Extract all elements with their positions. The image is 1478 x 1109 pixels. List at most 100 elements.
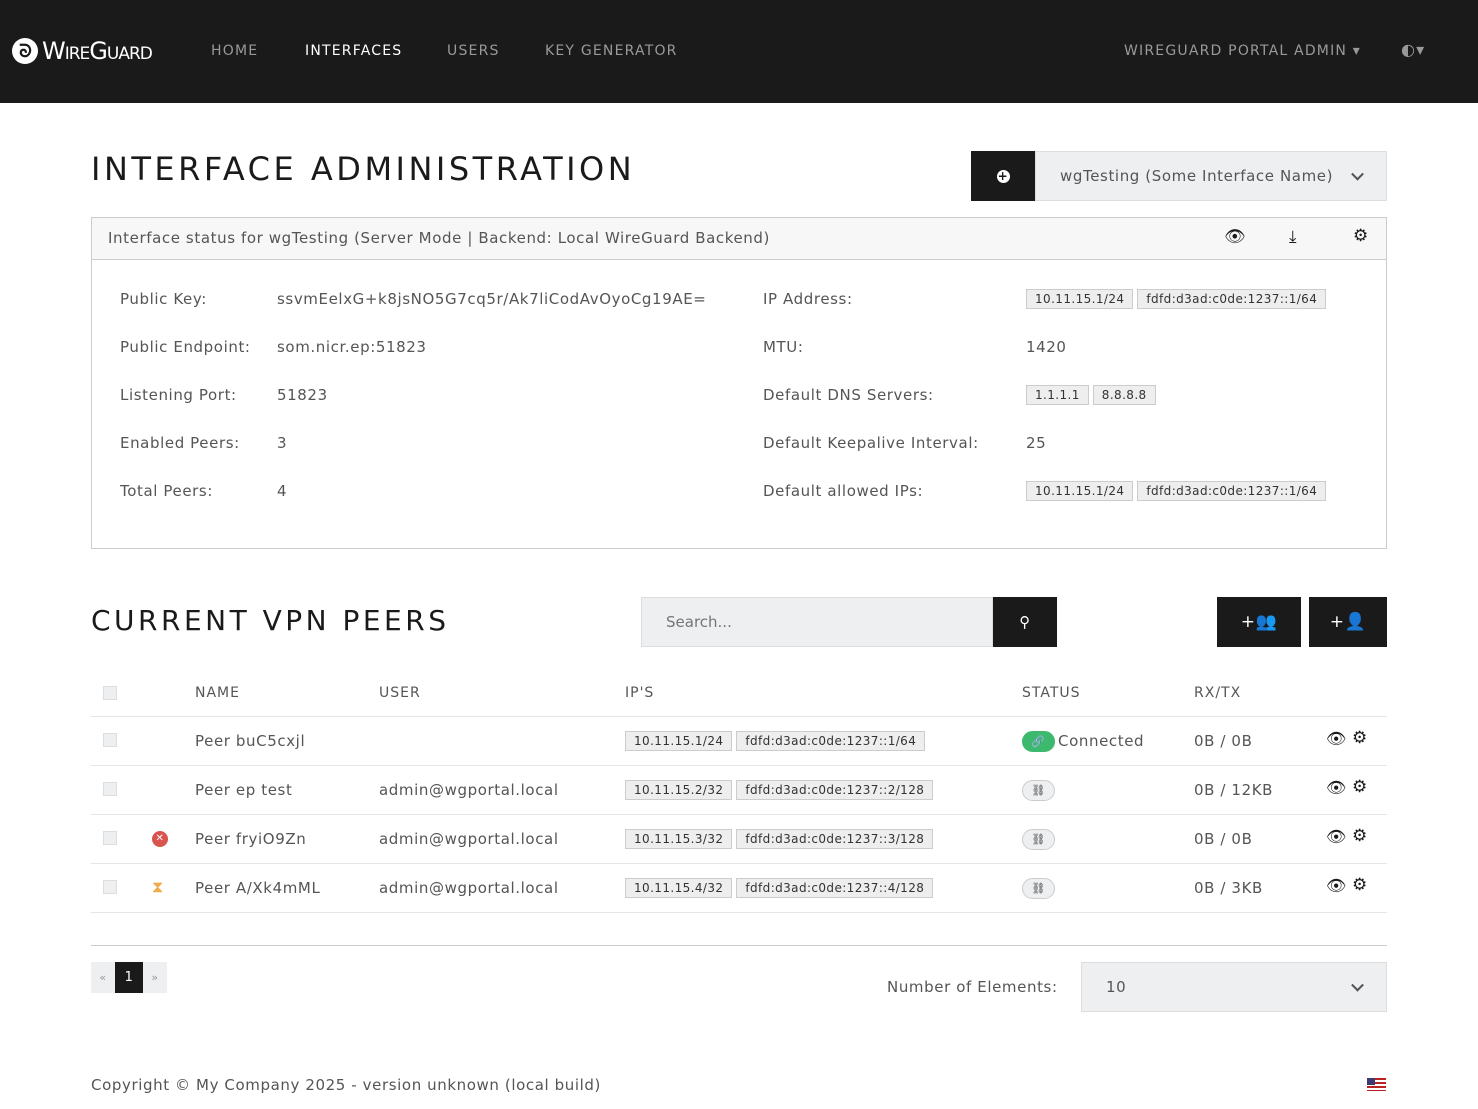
- chevron-down-icon: [1351, 978, 1364, 992]
- search-icon: ⚲: [1019, 613, 1031, 631]
- table-row: Peer ep test admin@wgportal.local 10.11.…: [91, 765, 1387, 814]
- col-user[interactable]: USER: [379, 685, 421, 701]
- unlink-icon: ⛓: [1022, 780, 1055, 801]
- ip-tag: 1.1.1.1: [1026, 385, 1089, 405]
- nav-home[interactable]: HOME: [211, 43, 259, 59]
- page-1[interactable]: 1: [115, 962, 143, 993]
- select-all-checkbox[interactable]: [103, 686, 117, 700]
- status-value: 3: [277, 434, 288, 452]
- elements-count-select[interactable]: 10: [1081, 962, 1387, 1012]
- ip-tag: 8.8.8.8: [1092, 385, 1156, 405]
- plus-circle-icon: +: [996, 168, 1010, 183]
- ip-tag: fdfd:d3ad:c0de:1237::1/64: [1137, 289, 1327, 309]
- status-label: Default Keepalive Interval:: [763, 434, 979, 452]
- col-rxtx[interactable]: RX/TX: [1194, 685, 1242, 701]
- nav-users[interactable]: USERS: [447, 43, 500, 59]
- interface-select[interactable]: wgTesting (Some Interface Name): [1035, 151, 1387, 201]
- peer-rxtx: 0B / 0B: [1194, 830, 1253, 848]
- peer-user: admin@wgportal.local: [379, 781, 559, 799]
- add-interface-button[interactable]: +: [971, 151, 1035, 201]
- eye-icon[interactable]: 👁: [1224, 227, 1247, 247]
- eye-icon[interactable]: 👁: [1326, 729, 1347, 748]
- add-users-icon: +👥: [1240, 612, 1278, 632]
- hourglass-icon: ⧗: [152, 877, 164, 896]
- disabled-icon: ✕: [152, 831, 168, 847]
- status-value: 4: [277, 482, 288, 500]
- gear-icon[interactable]: ⚙: [1352, 875, 1368, 895]
- nav-key-generator[interactable]: KEY GENERATOR: [545, 43, 678, 59]
- interface-status-card: Interface status for wgTesting (Server M…: [91, 217, 1387, 549]
- peer-name: Peer buC5cxjl: [195, 732, 306, 750]
- table-row: ✕ Peer fryiO9Zn admin@wgportal.local 10.…: [91, 814, 1387, 863]
- status-label: Public Key:: [120, 290, 207, 308]
- status-label: Public Endpoint:: [120, 338, 251, 356]
- ip-tag: fdfd:d3ad:c0de:1237::2/128: [736, 780, 934, 800]
- nav-interfaces[interactable]: INTERFACES: [305, 43, 403, 59]
- row-checkbox[interactable]: [103, 782, 117, 796]
- us-flag-icon[interactable]: [1367, 1078, 1386, 1091]
- table-row: Peer buC5cxjl 10.11.15.1/24 fdfd:d3ad:c0d…: [91, 716, 1387, 765]
- gear-icon[interactable]: ⚙: [1352, 728, 1368, 748]
- peer-name: Peer fryiO9Zn: [195, 830, 307, 848]
- ip-tag: fdfd:d3ad:c0de:1237::3/128: [736, 829, 934, 849]
- download-icon[interactable]: ⤓: [1289, 227, 1298, 247]
- peers-title: CURRENT VPN PEERS: [91, 604, 450, 637]
- status-value: 25: [1026, 434, 1047, 452]
- page-title: INTERFACE ADMINISTRATION: [91, 150, 636, 188]
- next-page[interactable]: »: [143, 962, 167, 993]
- add-user-icon: +👤: [1329, 612, 1367, 632]
- chevron-down-icon: [1351, 167, 1364, 181]
- row-checkbox[interactable]: [103, 831, 117, 845]
- peer-rxtx: 0B / 0B: [1194, 732, 1253, 750]
- status-label: Listening Port:: [120, 386, 237, 404]
- contrast-icon[interactable]: ◐▾: [1401, 40, 1426, 59]
- ip-tag: 10.11.15.1/24: [1026, 481, 1134, 501]
- elements-count-label: Number of Elements:: [887, 978, 1058, 996]
- gear-icon[interactable]: ⚙: [1352, 826, 1368, 846]
- ip-tag: 10.11.15.2/32: [625, 780, 733, 800]
- status-label: Total Peers:: [120, 482, 214, 500]
- peer-name: Peer A/Xk4mML: [195, 879, 321, 897]
- card-header: Interface status for wgTesting (Server M…: [92, 218, 1386, 260]
- status-label: Enabled Peers:: [120, 434, 240, 452]
- peer-rxtx: 0B / 12KB: [1194, 781, 1274, 799]
- pagination: « 1 »: [91, 962, 167, 993]
- brand-logo[interactable]: ᘐ WireGuard: [12, 37, 153, 65]
- eye-icon[interactable]: 👁: [1326, 876, 1347, 895]
- gear-icon[interactable]: ⚙: [1353, 226, 1369, 246]
- add-peer-button[interactable]: +👤: [1309, 597, 1387, 647]
- ip-tag: 10.11.15.3/32: [625, 829, 733, 849]
- prev-page[interactable]: «: [91, 962, 115, 993]
- peer-user: admin@wgportal.local: [379, 879, 559, 897]
- col-ips[interactable]: IP'S: [625, 685, 655, 701]
- peer-user: admin@wgportal.local: [379, 830, 559, 848]
- table-row: ⧗ Peer A/Xk4mML admin@wgportal.local 10.…: [91, 863, 1387, 912]
- peer-name: Peer ep test: [195, 781, 293, 799]
- eye-icon[interactable]: 👁: [1326, 827, 1347, 846]
- unlink-icon: ⛓: [1022, 878, 1055, 899]
- peer-status: Connected: [1058, 732, 1145, 750]
- search-button[interactable]: ⚲: [993, 597, 1057, 647]
- col-status[interactable]: STATUS: [1022, 685, 1081, 701]
- link-icon: 🔗: [1022, 731, 1055, 752]
- status-label: IP Address:: [763, 290, 853, 308]
- gear-icon[interactable]: ⚙: [1352, 777, 1368, 797]
- card-title: Interface status for wgTesting (Server M…: [108, 229, 770, 247]
- status-value: ssvmEelxG+k8jsNO5G7cq5r/Ak7liCodAvOyoCg1…: [277, 290, 707, 308]
- row-checkbox[interactable]: [103, 880, 117, 894]
- peer-rxtx: 0B / 3KB: [1194, 879, 1263, 897]
- footer-copyright: Copyright © My Company 2025 - version un…: [91, 1076, 602, 1094]
- status-label: Default allowed IPs:: [763, 482, 924, 500]
- ip-tag: 10.11.15.1/24: [625, 731, 733, 751]
- row-checkbox[interactable]: [103, 733, 117, 747]
- col-name[interactable]: NAME: [195, 685, 240, 701]
- status-value: 51823: [277, 386, 328, 404]
- status-label: Default DNS Servers:: [763, 386, 934, 404]
- add-multiple-peers-button[interactable]: +👥: [1217, 597, 1301, 647]
- ip-tag: fdfd:d3ad:c0de:1237::1/64: [1137, 481, 1327, 501]
- search-input[interactable]: [641, 597, 993, 647]
- navbar: ᘐ WireGuard HOME INTERFACES USERS KEY GEN…: [0, 0, 1478, 103]
- eye-icon[interactable]: 👁: [1326, 778, 1347, 797]
- status-value: som.nicr.ep:51823: [277, 338, 427, 356]
- user-menu[interactable]: WIREGUARD PORTAL ADMIN ▾: [1124, 43, 1361, 59]
